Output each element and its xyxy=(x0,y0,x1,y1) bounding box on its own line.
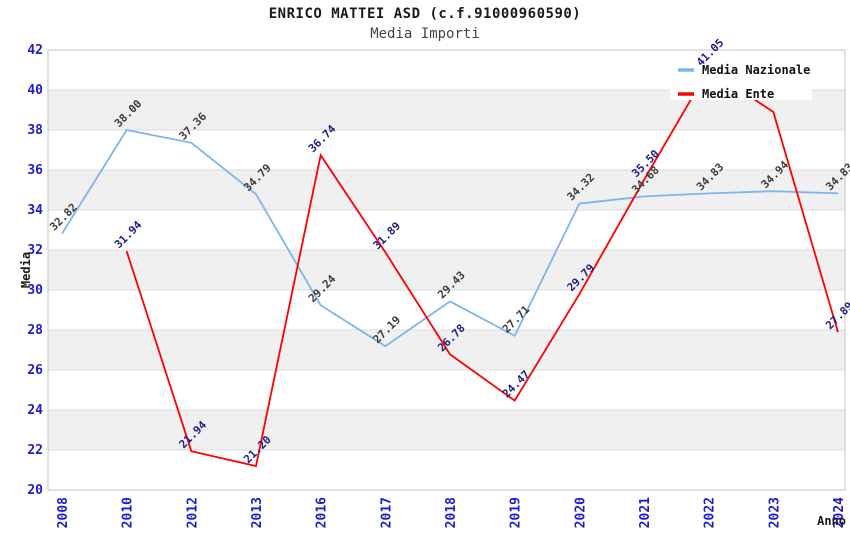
y-tick-label: 26 xyxy=(27,363,43,378)
y-tick-label: 32 xyxy=(27,243,43,258)
x-tick-label: 2016 xyxy=(315,497,330,528)
plot-band xyxy=(48,170,845,210)
x-tick-label: 2022 xyxy=(703,497,718,528)
plot-band xyxy=(48,130,845,170)
chart-subtitle: Media Importi xyxy=(370,26,480,42)
y-tick-label: 20 xyxy=(27,483,43,498)
y-tick-label: 24 xyxy=(27,403,43,418)
y-tick-label: 42 xyxy=(27,43,43,58)
y-tick-label: 30 xyxy=(27,283,43,298)
legend-label-media-nazionale: Media Nazionale xyxy=(702,63,810,77)
x-tick-label: 2018 xyxy=(444,497,459,528)
x-tick-label: 2023 xyxy=(767,497,782,528)
x-tick-label: 2008 xyxy=(56,497,71,528)
chart-title: ENRICO MATTEI ASD (c.f.91000960590) xyxy=(268,6,582,22)
plot-border xyxy=(47,49,846,491)
y-tick-label: 22 xyxy=(27,443,43,458)
x-tick-label: 2020 xyxy=(573,497,588,528)
x-tick-label: 2012 xyxy=(185,497,200,528)
y-tick-label: 36 xyxy=(27,163,43,178)
y-tick-label: 34 xyxy=(27,203,43,218)
x-tick-label: 2021 xyxy=(638,497,653,528)
y-tick-label: 28 xyxy=(27,323,43,338)
plot-band xyxy=(48,250,845,290)
plot-band xyxy=(48,370,845,410)
x-axis-title: Anno xyxy=(817,514,846,528)
plot-band xyxy=(48,410,845,450)
series-line-media-nazionale xyxy=(61,128,839,348)
plot-band xyxy=(48,210,845,250)
x-tick-label: 2024 xyxy=(832,497,847,528)
legend xyxy=(670,52,812,100)
y-tick-label: 38 xyxy=(27,123,43,138)
plot-band xyxy=(48,290,845,330)
y-axis-title: Media xyxy=(19,252,33,288)
x-tick-label: 2013 xyxy=(250,497,265,528)
x-tick-label: 2017 xyxy=(379,497,394,528)
x-tick-label: 2010 xyxy=(121,497,136,528)
legend-label-media-ente: Media Ente xyxy=(702,87,774,101)
x-tick-label: 2019 xyxy=(509,497,524,528)
y-tick-label: 40 xyxy=(27,83,43,98)
plot-band xyxy=(48,450,845,490)
